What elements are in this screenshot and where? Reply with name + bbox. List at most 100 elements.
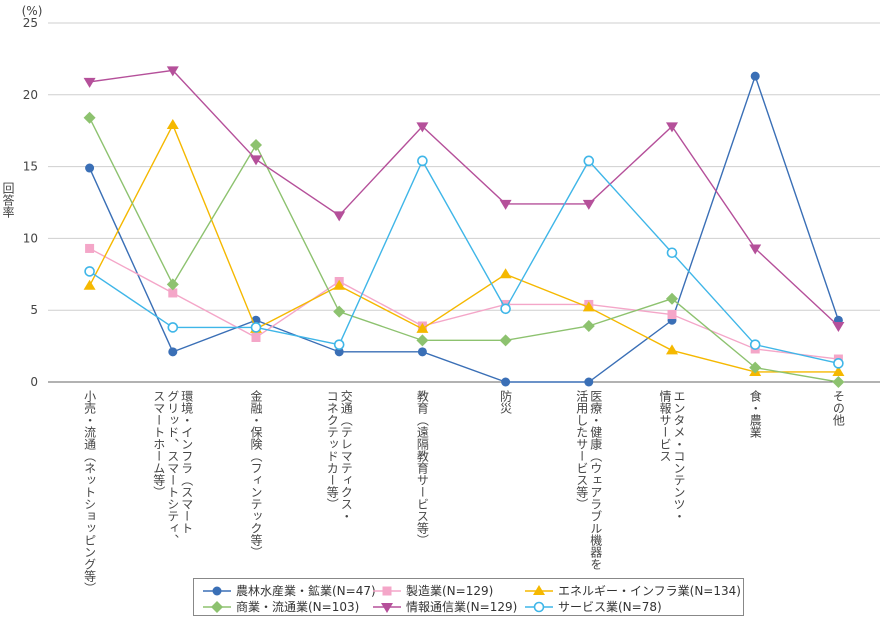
data-point <box>83 77 96 88</box>
series-4 <box>83 66 845 332</box>
series-line <box>88 73 840 383</box>
data-point <box>832 376 845 388</box>
data-point <box>250 155 262 166</box>
data-point <box>667 310 677 320</box>
data-point <box>582 319 595 332</box>
legend-label: 商業・流通業(N=103) <box>236 600 360 614</box>
x-category-label: 食・農業 <box>748 389 762 438</box>
data-point <box>333 279 346 290</box>
legend-swatch <box>373 586 401 595</box>
data-point <box>83 111 96 124</box>
legend-item: エネルギー・インフラ業(N=134) <box>524 582 741 599</box>
data-point <box>583 155 595 167</box>
data-point <box>749 244 762 255</box>
y-tick-label: 5 <box>30 303 38 317</box>
x-category-label: 防災 <box>499 389 513 414</box>
legend-item: 製造業(N=129) <box>372 582 493 599</box>
y-tick-label: 20 <box>23 88 38 102</box>
x-category-label: 金融・保険（フィンテック等） <box>249 389 263 558</box>
data-point <box>749 361 762 374</box>
y-axis-title: 回答率 <box>1 182 15 218</box>
data-point <box>499 268 512 279</box>
x-category-label: 交通（テレマティクス・ <box>339 389 353 522</box>
y-unit-label: (%) <box>22 4 43 18</box>
data-point <box>83 279 96 290</box>
data-point <box>168 347 178 357</box>
legend-item: 農林水産業・鉱業(N=47) <box>202 582 376 599</box>
data-point <box>582 199 595 210</box>
x-category-label: 小売・流通（ネットショッピング等） <box>83 390 97 594</box>
data-point <box>666 344 678 355</box>
data-point <box>417 155 428 167</box>
grid-lines <box>48 22 880 383</box>
data-point <box>666 247 678 259</box>
data-point <box>166 118 179 129</box>
legend-item: サービス業(N=78) <box>524 598 662 615</box>
x-axis-categories: 小売・流通（ネットショッピング等） 環境・インフラ（スマートグリッド、スマートシテ… <box>83 389 846 594</box>
y-tick-label: 0 <box>30 375 38 389</box>
data-point <box>166 278 179 291</box>
data-point <box>84 266 95 277</box>
data-point <box>749 339 761 350</box>
x-category-label: 環境・インフラ（スマート <box>180 390 194 534</box>
legend: 農林水産業・鉱業(N=47) 商業・流通業(N=103) 製造業(N=129) 情報通… <box>193 578 744 616</box>
data-point <box>167 322 179 333</box>
x-category-label: その他 <box>831 390 845 426</box>
data-point <box>416 334 429 347</box>
data-point <box>833 358 844 369</box>
data-point <box>832 321 845 332</box>
x-category-label: エンタメ・コンテンツ・ <box>672 390 686 522</box>
x-category-label: 医療・健康（ウェアラブル機器を <box>589 390 603 570</box>
legend-label: サービス業(N=78) <box>558 600 662 614</box>
y-axis-label: 回答率 <box>1 182 15 218</box>
data-point <box>85 243 95 253</box>
legend-swatch <box>525 584 553 595</box>
data-point <box>666 292 678 305</box>
y-tick-label: 25 <box>23 16 38 30</box>
series-line <box>89 159 839 365</box>
data-point <box>416 322 429 333</box>
data-point <box>832 365 845 376</box>
legend-label: 情報通信業(N=129) <box>406 600 518 614</box>
data-point <box>333 211 346 222</box>
legend-item: 情報通信業(N=129) <box>372 598 517 615</box>
legend-swatch <box>525 601 553 612</box>
series-line <box>89 247 839 360</box>
series-line <box>88 123 839 373</box>
series-0 <box>85 71 843 387</box>
x-category-label: スマートホーム等） <box>152 390 166 498</box>
series-5 <box>84 155 844 369</box>
legend-label: 農林水産業・鉱業(N=47) <box>236 584 376 598</box>
x-category-label: コネクテッドカー等） <box>325 390 339 510</box>
legend-swatch <box>203 600 231 613</box>
data-point <box>501 377 511 387</box>
x-category-label: グリッド、スマートシティ、 <box>166 390 180 546</box>
series-2 <box>83 118 845 376</box>
data-point <box>250 139 262 152</box>
data-point <box>584 377 594 387</box>
y-axis-ticks: 0 5 10 15 20 25 <box>23 16 38 389</box>
legend-label: エネルギー・インフラ業(N=134) <box>558 584 741 598</box>
data-point <box>666 122 678 133</box>
legend-swatch <box>203 586 231 595</box>
data-point <box>333 305 346 318</box>
y-tick-label: 15 <box>23 160 38 174</box>
legend-label: 製造業(N=129) <box>406 584 494 598</box>
data-point <box>168 288 178 298</box>
data-point <box>166 66 179 77</box>
legend-item: 商業・流通業(N=103) <box>202 598 359 615</box>
x-category-label: 情報サービス <box>658 390 672 462</box>
x-category-label: 活用したサービス等） <box>575 390 589 510</box>
data-point <box>334 347 344 357</box>
series-3 <box>83 111 845 388</box>
data-point <box>333 339 345 350</box>
series-lines <box>83 66 845 388</box>
legend-swatch <box>373 602 401 613</box>
data-point <box>85 163 95 173</box>
series-line <box>89 69 839 327</box>
x-category-label: 教育（遠隔教育サービス等） <box>415 389 429 546</box>
data-point <box>499 199 512 210</box>
data-point <box>750 71 760 81</box>
data-point <box>251 332 261 342</box>
data-point <box>499 334 512 347</box>
